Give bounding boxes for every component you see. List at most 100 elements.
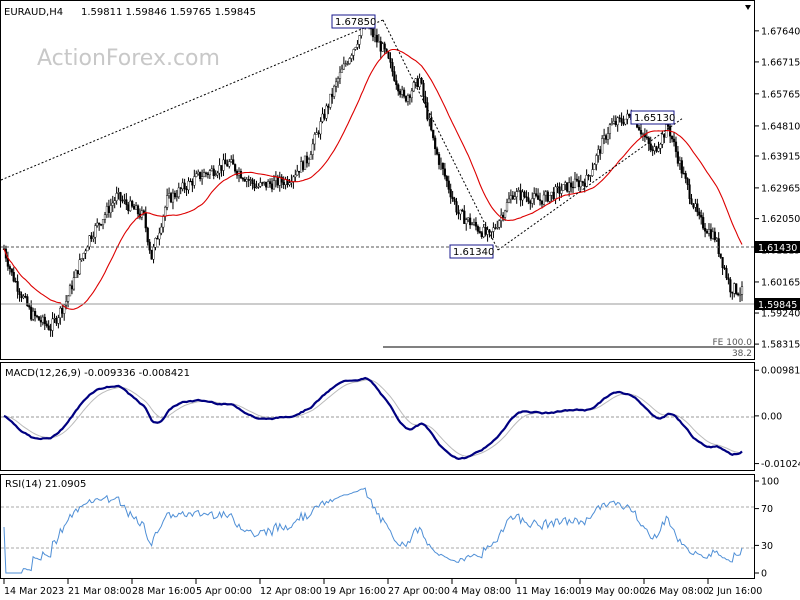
candle-body: [521, 191, 524, 201]
macd-signal-line: [3, 379, 743, 457]
candle-body: [212, 168, 215, 176]
candle-body: [414, 78, 417, 83]
time-tick-label: 2 Jun 16:00: [708, 586, 762, 597]
candle-body: [519, 190, 522, 201]
candle-body: [546, 191, 549, 202]
last-price-tag: [755, 298, 800, 310]
candle-body: [700, 215, 703, 218]
candle-body: [476, 226, 479, 232]
price-tick-label: 1.67640: [761, 26, 800, 37]
candle-body: [156, 238, 159, 240]
macd-axis: 0.00981 0.00 -0.010248: [755, 366, 800, 470]
candle-body: [261, 182, 264, 184]
candle-body: [288, 182, 291, 185]
candle-body: [667, 124, 670, 127]
candle-body: [125, 199, 128, 205]
candle-body: [655, 146, 658, 152]
candle-body: [152, 247, 155, 260]
candle-body: [626, 113, 629, 120]
rsi-tick-label: 0: [761, 569, 767, 580]
candle-body: [639, 130, 643, 135]
candle-body: [336, 78, 340, 83]
candle-body: [566, 182, 569, 192]
candle-body: [397, 84, 400, 92]
candle-body: [688, 184, 691, 199]
candle-body: [663, 134, 666, 138]
candle-body: [96, 222, 99, 226]
candle-body: [601, 138, 604, 154]
candle-body: [224, 159, 227, 165]
candle-body: [181, 182, 184, 190]
candle-body: [167, 193, 171, 196]
candle-body: [177, 187, 180, 197]
level-price-tag-text: 1.61430: [758, 243, 797, 254]
candle-body: [659, 144, 662, 149]
candle-body: [169, 193, 173, 203]
candle-body: [599, 149, 602, 154]
candle-body: [653, 146, 656, 151]
time-tick-label: 26 May 08:00: [644, 586, 709, 597]
candle-body: [606, 133, 610, 140]
candle-body: [352, 49, 355, 56]
candle-body: [360, 27, 363, 36]
candle-body: [280, 176, 283, 183]
candle-body: [740, 286, 744, 295]
candle-body: [692, 203, 695, 208]
candle-body: [210, 168, 213, 171]
candle-body: [461, 209, 464, 212]
candle-body: [513, 196, 516, 200]
candle-body: [72, 277, 76, 290]
candle-body: [678, 160, 681, 164]
candle-body: [98, 222, 101, 225]
candle-body: [696, 203, 699, 213]
candle-body: [641, 133, 645, 135]
candle-body: [441, 163, 445, 169]
candle-body: [533, 193, 536, 199]
candle-series: [2, 15, 744, 337]
candle-body: [148, 241, 151, 251]
candle-body: [482, 227, 485, 238]
candle-body: [535, 193, 538, 196]
candle-body: [63, 304, 66, 314]
candle-body: [571, 186, 575, 189]
candle-body: [55, 317, 58, 324]
candle-body: [457, 211, 460, 215]
candle-body: [434, 137, 437, 150]
candle-body: [197, 171, 200, 175]
candle-body: [674, 141, 678, 152]
candle-body: [331, 93, 334, 97]
price-tick-label: 1.63915: [761, 151, 800, 162]
candle-body: [645, 136, 648, 139]
candle-body: [721, 257, 724, 268]
candle-body: [583, 182, 586, 187]
candle-body: [451, 196, 454, 199]
candle-body: [628, 113, 631, 117]
candle-body: [381, 43, 384, 52]
candle-body: [204, 172, 208, 174]
candle-body: [556, 186, 559, 188]
moving-average-line: [3, 48, 743, 310]
candle-body: [294, 174, 297, 178]
candle-body: [179, 187, 182, 190]
candle-body: [529, 201, 532, 204]
candle-body: [30, 306, 33, 320]
macd-tick-label: -0.010248: [761, 459, 800, 470]
macd-label: MACD(12,26,9) -0.009336 -0.008421: [5, 368, 190, 379]
candle-body: [389, 58, 392, 63]
candle-body: [166, 195, 169, 208]
candle-body: [622, 122, 625, 125]
candle-body: [717, 238, 720, 254]
candle-body: [90, 235, 93, 240]
level-price-tag: [755, 241, 800, 253]
watermark: ActionForex.com: [37, 46, 220, 71]
candle-body: [395, 80, 398, 86]
time-tick-label: 27 Apr 00:00: [388, 586, 450, 597]
panel-collapse-icon[interactable]: [745, 5, 751, 10]
time-tick-label: 14 Mar 2023: [4, 586, 64, 597]
candle-body: [711, 231, 714, 239]
candle-body: [507, 198, 511, 203]
candle-body: [45, 323, 48, 326]
candle-body: [515, 191, 518, 197]
rsi-line: [3, 487, 743, 574]
